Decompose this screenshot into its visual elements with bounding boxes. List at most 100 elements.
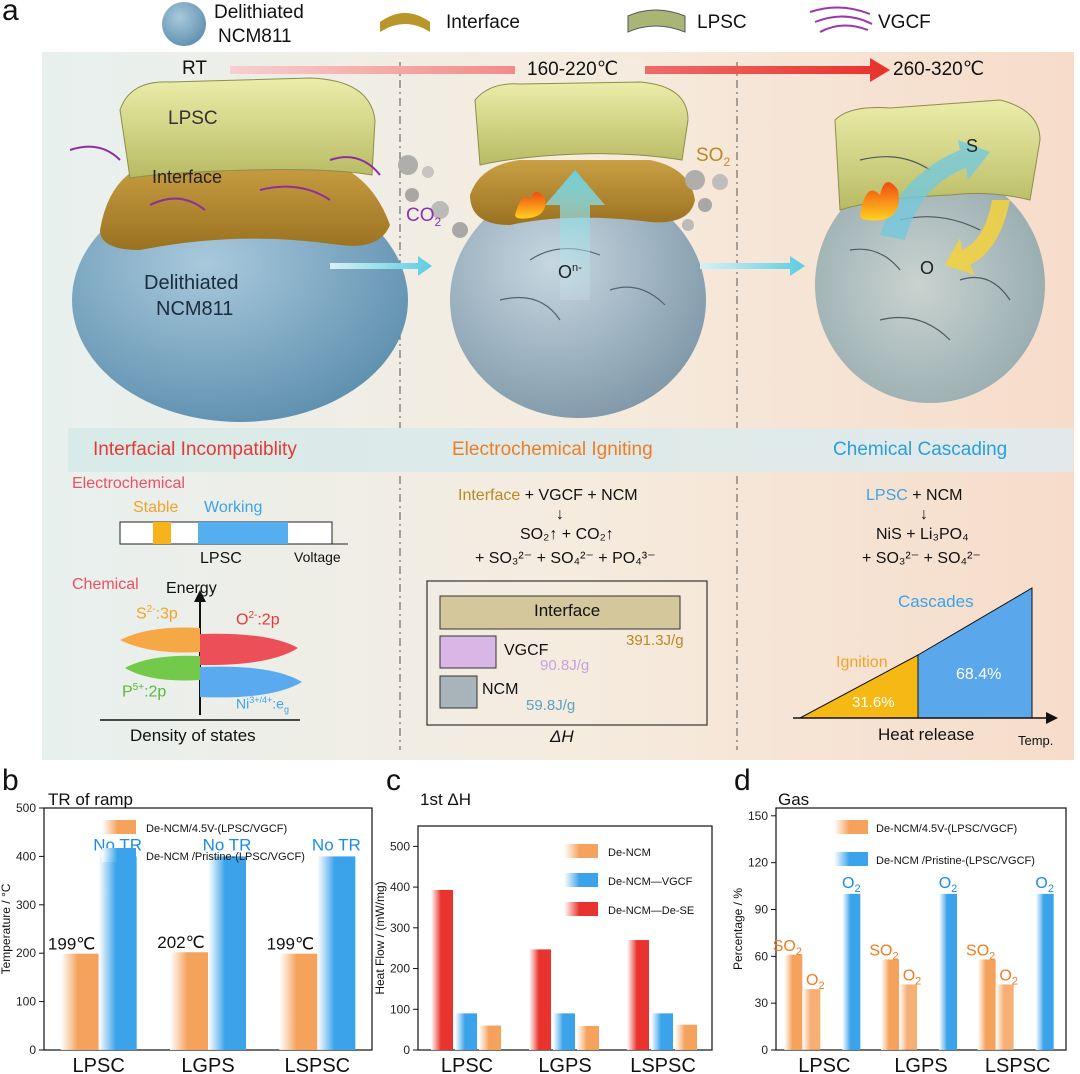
chart-c-xtick-label: LGPS <box>538 1055 591 1074</box>
chart-d-ytick-label: 30 <box>755 996 769 1010</box>
chart-d-bar-so2 <box>784 954 803 1050</box>
temp-mid: 160-220℃ <box>527 59 619 80</box>
chart-b-data-label: 202℃ <box>157 933 204 952</box>
chart-d-xtick-label: LGPS <box>894 1055 947 1074</box>
o-2p-band <box>200 633 298 666</box>
oxygen-release-arrow <box>545 170 605 300</box>
ncm-bar <box>439 675 478 709</box>
ignition-pct: 31.6% <box>852 694 895 711</box>
interface-layer-1 <box>100 160 390 250</box>
legend-vgcf-label: VGCF <box>878 12 931 33</box>
chart-b-ytick-label: 500 <box>16 801 36 815</box>
chart-c-bar-1 <box>455 1013 477 1050</box>
stage-band <box>68 428 1073 472</box>
legend-lpsc-label: LPSC <box>697 12 747 33</box>
panel-label-d: d <box>734 764 751 797</box>
legend-particle-label-2: NCM811 <box>218 26 292 47</box>
chart-b-bar-orange <box>170 952 208 1050</box>
chart-c-legend-label: De-NCM <box>608 847 651 859</box>
flow-arrow-1 <box>330 256 432 276</box>
eq3-arrow: ↓ <box>920 506 928 523</box>
working-window <box>198 522 288 544</box>
panel-label-b: b <box>2 764 19 797</box>
chart-b-title: TR of ramp <box>48 790 133 809</box>
stable-window <box>153 522 171 544</box>
energy-label: Energy <box>166 580 217 597</box>
temp-high: 260-320℃ <box>893 59 985 80</box>
chart-c-ytick-label: 500 <box>390 839 410 853</box>
chart-c-bar-2 <box>675 1024 697 1050</box>
chemical-label: Chemical <box>72 576 139 593</box>
stage-2-title: Electrochemical Igniting <box>452 439 653 460</box>
stage-1-title: Interfacial Incompatiblity <box>93 439 297 460</box>
chart-d-data-label: O2 <box>939 875 958 895</box>
dos-label: Density of states <box>130 726 256 745</box>
interface-bar-label: Interface <box>534 601 601 620</box>
chart-b-bar-blue <box>208 856 246 1050</box>
chart-c-bar-0 <box>529 949 551 1050</box>
oxygen-label: O <box>920 258 935 278</box>
lpsc-window-label: LPSC <box>200 550 242 567</box>
chart-d-ytick-label: 150 <box>748 809 768 823</box>
chart-d-data-label: O2 <box>1035 875 1054 895</box>
enthalpy-box <box>426 580 708 726</box>
chart-d-data-label: O2 <box>999 967 1018 987</box>
particle-3 <box>815 99 1045 403</box>
particle-interface-label: Interface <box>152 167 223 187</box>
panel-label-a: a <box>2 0 19 27</box>
eq1-arrow: ↓ <box>556 506 564 523</box>
chart-c-legend-swatch <box>564 902 598 916</box>
legend-particle-label: Delithiated <box>214 2 304 23</box>
chart-d-bar-so2 <box>881 959 899 1050</box>
chart-c-ylabel: Heat Flow / (mW/mg) <box>373 881 387 994</box>
chart-d-xtick-label: LPSC <box>798 1055 850 1074</box>
chart-d-ytick-label: 0 <box>761 1043 768 1057</box>
chart-c-legend-label: De-NCM—VGCF <box>608 876 693 888</box>
eq2: SO₂↑ + CO₂↑ <box>520 526 614 543</box>
lpsc-legend-icon <box>627 9 686 33</box>
vgcf-bar <box>439 635 497 669</box>
eq3: + SO₃²⁻ + SO₄²⁻ + PO₄³⁻ <box>475 550 656 567</box>
o-2p-label: O2-:2p <box>236 610 280 629</box>
chart-b-xtick-label: LGPS <box>181 1055 234 1074</box>
chart-d-bar-o2-orange <box>899 984 917 1050</box>
eq3-1: LPSC + NCM <box>866 487 963 504</box>
on-label: On- <box>558 262 582 282</box>
particle-ncm-label: NCM811 <box>156 298 234 320</box>
p-2p-band <box>125 655 200 681</box>
chart-c-xtick-label: LSPSC <box>630 1055 696 1074</box>
ni-eg-band <box>200 666 302 698</box>
vgcf-bar-value: 90.8J/g <box>540 657 590 674</box>
chart-d-ylabel: Percentage / % <box>731 888 745 970</box>
chart-d-ytick-label: 60 <box>755 949 769 963</box>
chart-c-legend-swatch <box>564 844 598 858</box>
ni-eg-label: Ni3+/4+:eg <box>236 695 289 715</box>
chart-b-data-label: No TR <box>203 835 252 854</box>
stable-label: Stable <box>133 499 179 516</box>
panel-a: a Delithiated NCM811 Interface LPSC VGCF… <box>2 0 1074 760</box>
chart-b-legend-label: De-NCM /Pristine-(LPSC/VGCF) <box>146 851 305 863</box>
chart-b-ytick-label: 100 <box>16 995 36 1009</box>
particle-2 <box>398 81 728 418</box>
chart-c-legend-swatch <box>564 873 598 887</box>
chart-d-data-label: O2 <box>806 972 825 992</box>
chart-d-data-label: O2 <box>903 967 922 987</box>
chart-c-xtick-label: LPSC <box>441 1055 493 1074</box>
eq3-3: + SO₃²⁻ + SO₄²⁻ <box>862 550 981 567</box>
interface-bar-value: 391.3J/g <box>626 632 684 649</box>
cascades-label: Cascades <box>898 592 974 611</box>
chart-c-ytick-label: 300 <box>390 921 410 935</box>
s-3p-label: S2-:3p <box>136 604 178 623</box>
particle-delithiated-label: Delithiated <box>144 272 239 294</box>
oxygen-cycle-arrow <box>945 200 1010 275</box>
chart-c-ytick-label: 100 <box>390 1002 410 1016</box>
chart-d-plot-frame <box>775 807 1067 1051</box>
chart-b-ytick-label: 300 <box>16 898 36 912</box>
chart-d-data-label: O2 <box>842 875 861 895</box>
chart-c-ytick-label: 0 <box>403 1043 410 1057</box>
chart-b-legend-label: De-NCM/4.5V-(LPSC/VGCF) <box>146 823 287 835</box>
temp-axis-label: Temp. <box>1018 733 1054 748</box>
particle-lpsc-label: LPSC <box>168 108 218 129</box>
voltage-label: Voltage <box>294 549 341 565</box>
chart-b-xtick-label: LPSC <box>73 1055 125 1074</box>
